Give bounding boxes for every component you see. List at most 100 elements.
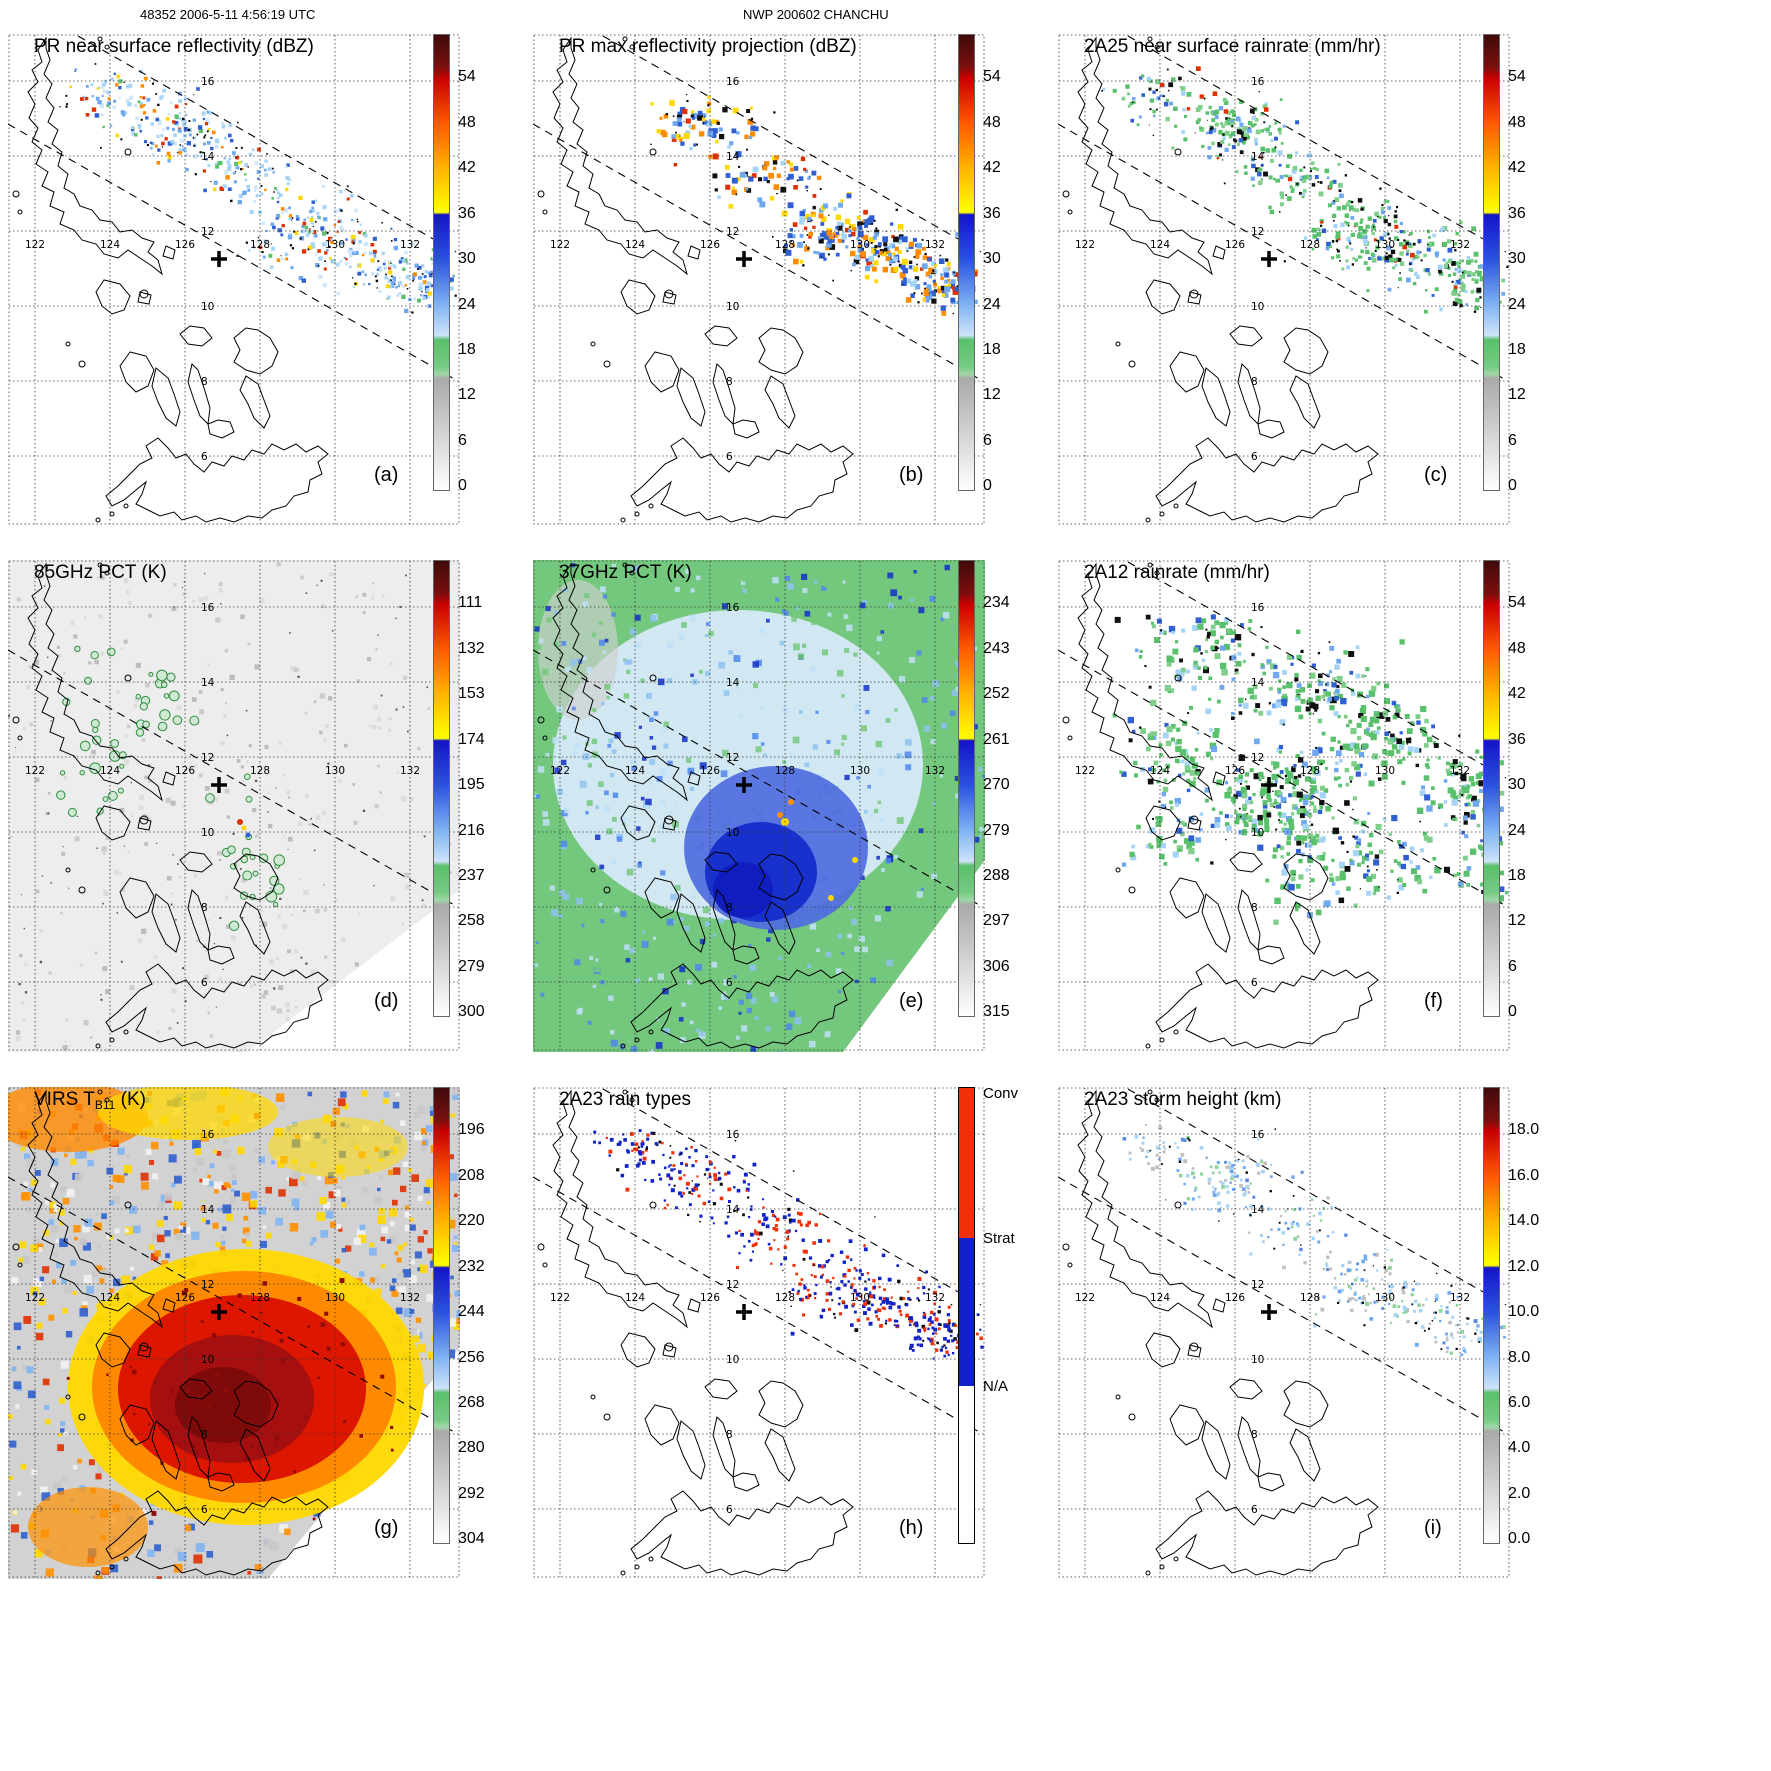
lon-label: 128 [250, 1292, 270, 1304]
lat-label: 8 [1251, 376, 1258, 388]
gridlines [533, 560, 985, 1051]
colorbar-e [958, 560, 975, 1017]
storm-center-marker [211, 777, 227, 793]
storm-name-label: NWP 200602 CHANCHU [743, 7, 889, 22]
panel-title-text: VIRS T [34, 1089, 95, 1110]
swath-edge-lines [1058, 35, 1507, 381]
lat-label: 6 [726, 451, 733, 463]
lon-label: 128 [775, 765, 795, 777]
pct-texture [8, 562, 460, 1052]
colorbar-h [958, 1087, 975, 1544]
lat-label: 8 [201, 1429, 208, 1441]
colorbar-tick: 36 [458, 204, 476, 222]
storm-center-marker [736, 1304, 752, 1320]
colorbar-tick: 243 [983, 639, 1010, 657]
lat-label: 6 [201, 451, 208, 463]
coastline [1062, 36, 1379, 523]
lat-label: 16 [201, 1129, 215, 1141]
colorbar-tick: 36 [1508, 730, 1526, 748]
tmi-swath-background [8, 560, 460, 1052]
lon-label: 128 [1300, 239, 1320, 251]
panel-title-text: 2A23 storm height (km) [1084, 1089, 1282, 1110]
panel-d: 85GHz PCT (K) 122 124 126 128 130 132 16 14 12 10 8… [8, 546, 533, 1068]
storm-center-marker [211, 251, 227, 267]
colorbar-tick: 0 [1508, 477, 1517, 495]
colorbar-tick: 196 [458, 1121, 485, 1139]
lat-label: 14 [201, 151, 215, 163]
panel-letter: (f) [1424, 990, 1443, 1012]
lat-label: 12 [726, 752, 739, 764]
lat-label: 10 [726, 1354, 739, 1366]
panel-title: 37GHz PCT (K) [559, 562, 692, 584]
map-a: 122 124 126 128 130 132 16 14 12 10 8 6 [8, 34, 460, 525]
lat-label: 16 [1251, 76, 1265, 88]
coastline [12, 562, 329, 1049]
colorbar-tick: 42 [983, 159, 1001, 177]
lat-label: 14 [726, 1204, 740, 1216]
colorbar-tick: 24 [1508, 295, 1526, 313]
coastline [537, 1089, 854, 1576]
lon-label: 130 [850, 1292, 870, 1304]
lon-label: 124 [100, 765, 120, 777]
colorbar-tick: 261 [983, 730, 1010, 748]
panel-letter: (c) [1424, 464, 1448, 486]
swath-edge-lines [8, 649, 457, 907]
colorbar-tick: 42 [1508, 685, 1526, 703]
colorbar-tick: 256 [458, 1348, 485, 1366]
lon-label: 126 [1225, 1292, 1245, 1304]
raintype-label: Strat [983, 1230, 1015, 1247]
colorbar-tick: 279 [458, 957, 485, 975]
axis-labels: 122 124 126 128 130 132 16 14 12 10 8 6 [550, 602, 945, 989]
swath-edge-lines [8, 35, 457, 381]
lon-label: 130 [850, 765, 870, 777]
panel-title-text: 2A12 rainrate (mm/hr) [1084, 562, 1270, 583]
colorbar-f [1483, 560, 1500, 1017]
panel-b: PR max reflectivity projection (dBZ) 122 1… [533, 20, 1058, 542]
storm-center-marker [736, 251, 752, 267]
map-g: 122 124 126 128 130 132 16 14 12 10 8 6 [8, 1087, 460, 1579]
gridlines [8, 1087, 460, 1578]
colorbar-tick: 16.0 [1508, 1166, 1540, 1184]
lon-label: 130 [325, 765, 345, 777]
colorbar-tick: 18 [1508, 340, 1526, 358]
panel-c: 2A25 near surface rainrate (mm/hr) 122 124… [1058, 20, 1583, 542]
panel-title: 2A12 rainrate (mm/hr) [1084, 562, 1270, 584]
colorbar-tick: 6 [458, 431, 467, 449]
swath-edge-lines [1058, 561, 1507, 907]
swath-edge-lines [533, 35, 982, 381]
gridlines [533, 1087, 985, 1578]
colorbar-tick: 2.0 [1508, 1484, 1531, 1502]
lon-label: 132 [925, 239, 945, 251]
colorbar-b [958, 34, 975, 491]
panel-title-units: (K) [115, 1089, 146, 1110]
lon-label: 132 [925, 765, 945, 777]
colorbar-g [433, 1087, 450, 1544]
swath-edge-lines [8, 1176, 457, 1434]
lat-label: 8 [726, 376, 733, 388]
colorbar-tick: 24 [1508, 821, 1526, 839]
storm-center-marker [1261, 251, 1277, 267]
lat-label: 12 [201, 226, 214, 238]
colorbar-tick: 48 [1508, 113, 1526, 131]
lat-label: 6 [201, 1504, 208, 1516]
panel-letter: (d) [374, 990, 399, 1012]
panel-title: 85GHz PCT (K) [34, 562, 167, 584]
lon-label: 126 [175, 239, 195, 251]
colorbar-tick: 12 [983, 386, 1001, 404]
colorbar-tick: 18.0 [1508, 1121, 1540, 1139]
lat-label: 8 [201, 376, 208, 388]
colorbar-tick: 18 [1508, 866, 1526, 884]
lon-label: 132 [1450, 765, 1470, 777]
colorbar-tick: 232 [458, 1257, 485, 1275]
colorbar-tick: 220 [458, 1212, 485, 1230]
panel-title: VIRS TB11 (K) [34, 1089, 146, 1112]
lon-label: 132 [1450, 239, 1470, 251]
colorbar-tick: 280 [458, 1439, 485, 1457]
lat-label: 16 [1251, 1129, 1265, 1141]
lat-label: 14 [1251, 677, 1265, 689]
colorbar-tick: 12 [458, 386, 476, 404]
colorbar-a [433, 34, 450, 491]
lat-label: 16 [201, 76, 215, 88]
colorbar-tick: 48 [983, 113, 1001, 131]
lat-label: 14 [201, 677, 215, 689]
